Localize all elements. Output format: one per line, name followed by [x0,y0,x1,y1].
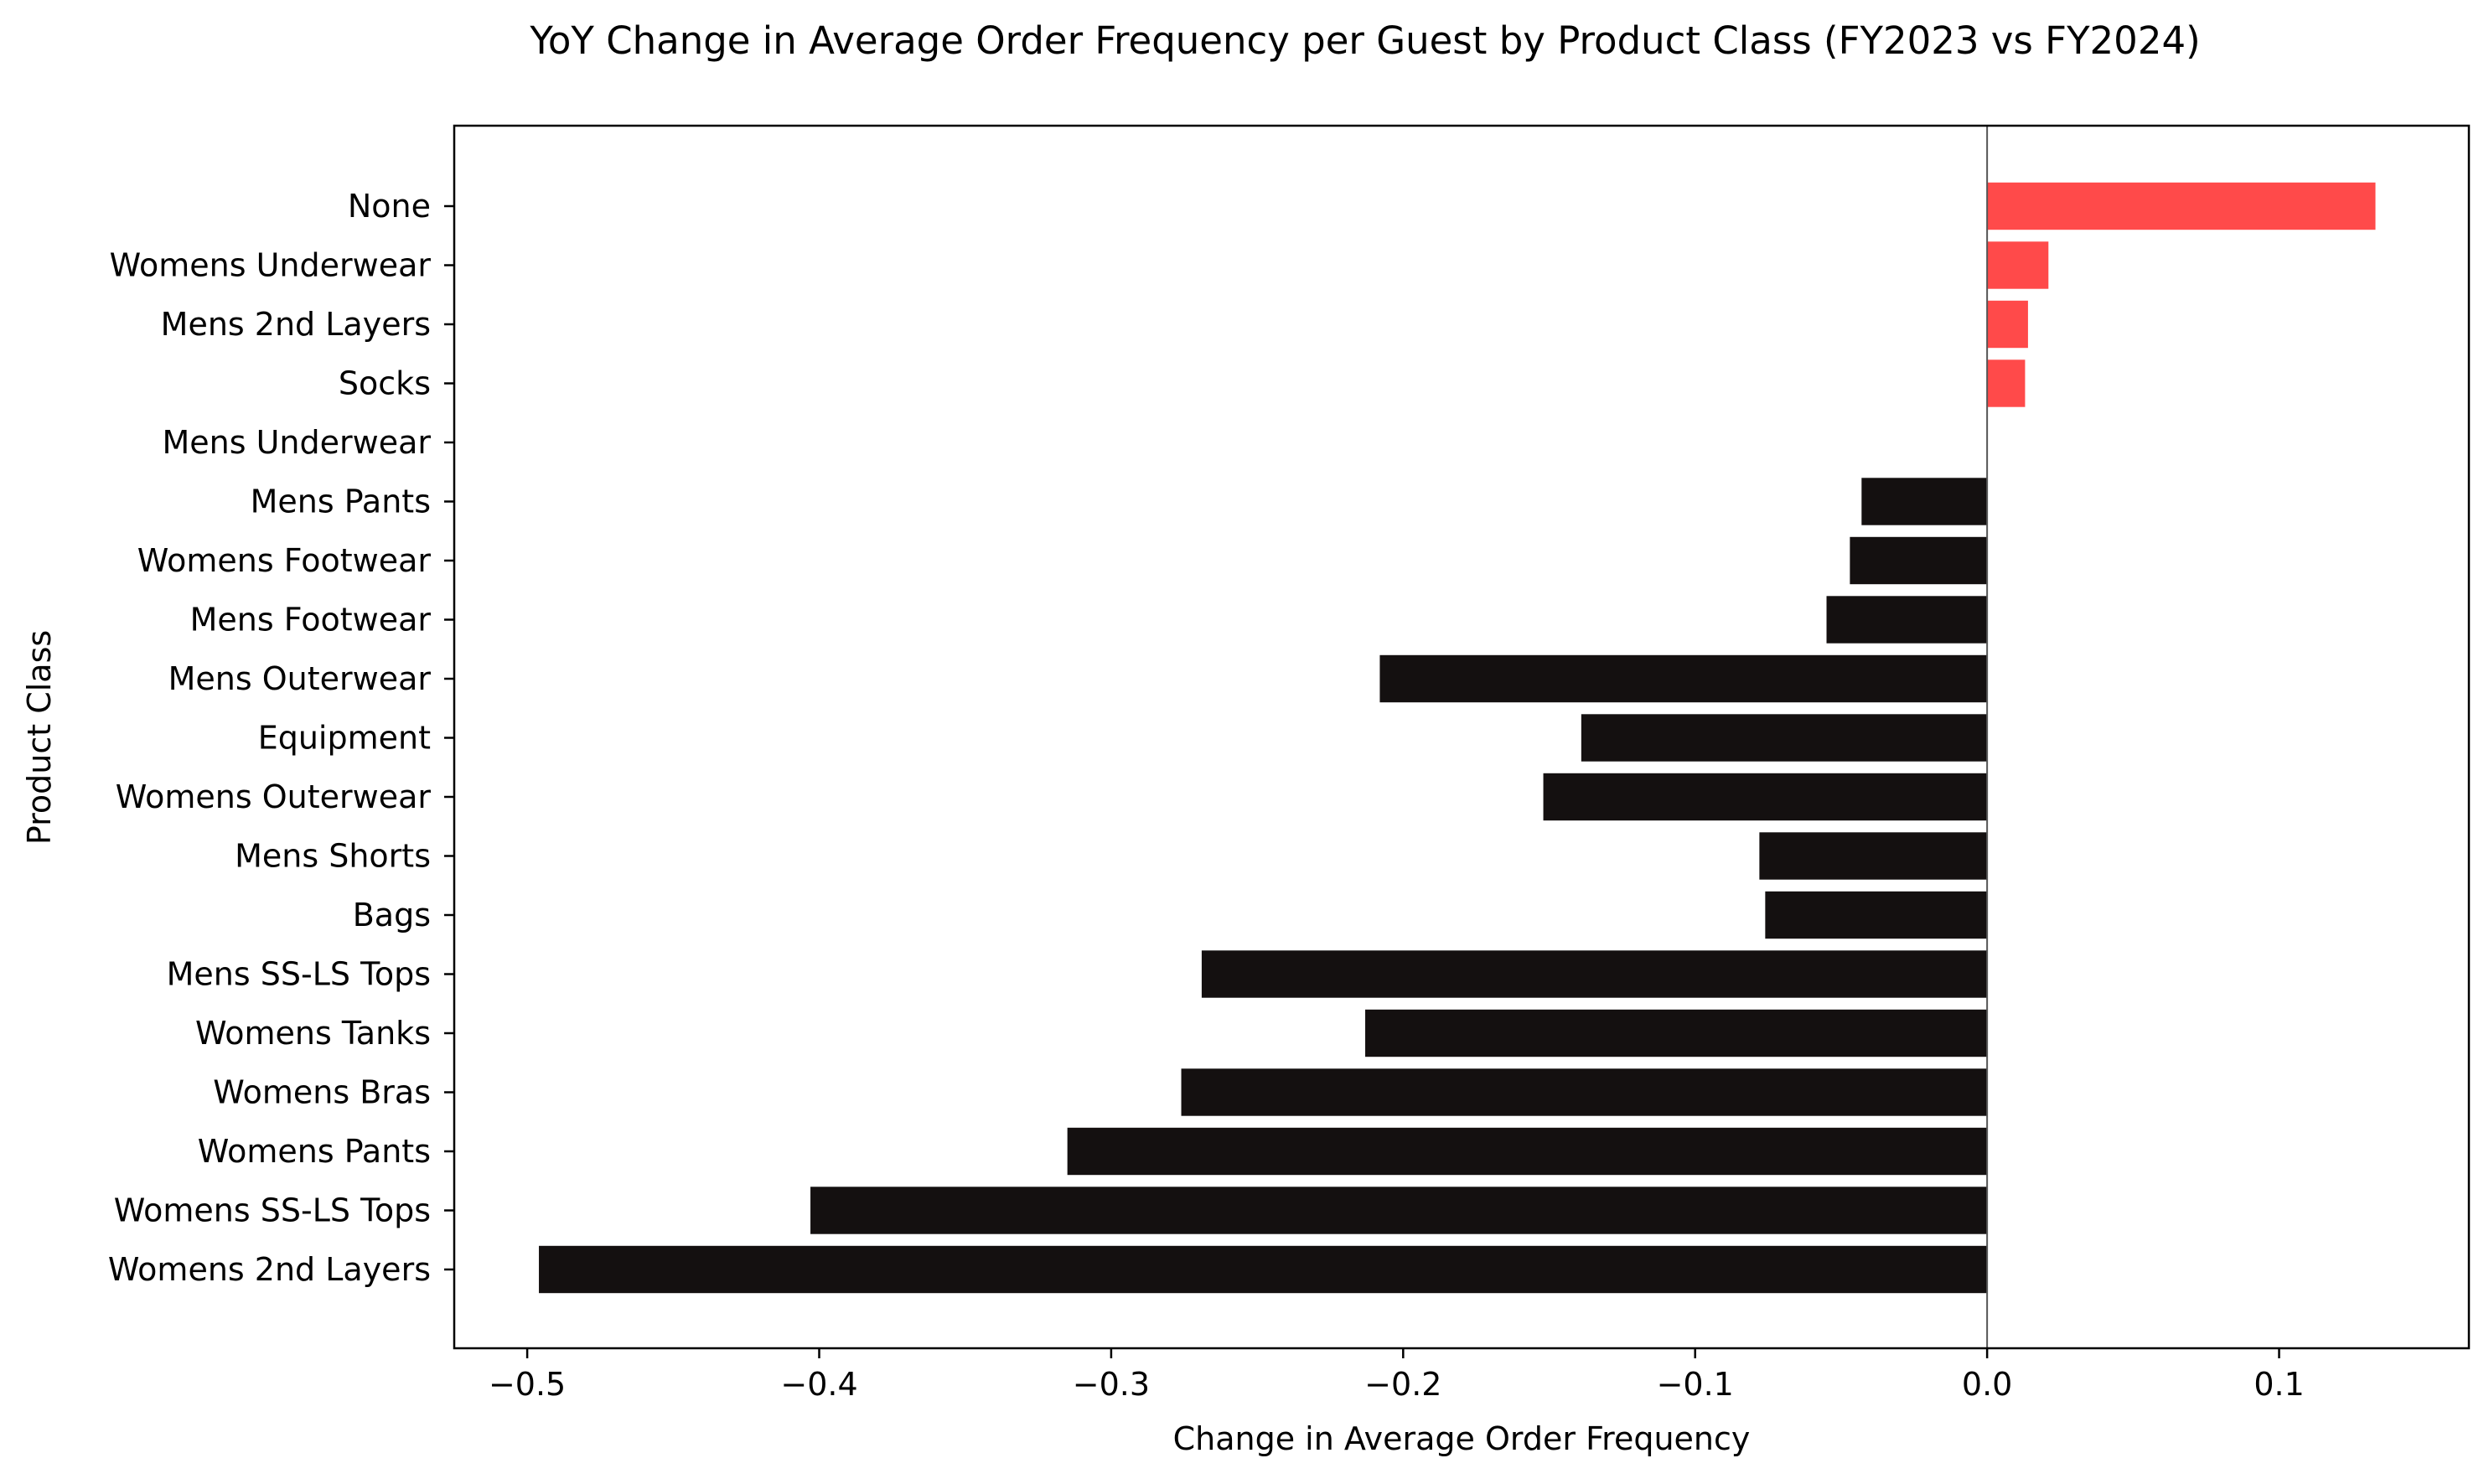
x-tick-label: 0.0 [1962,1366,2012,1403]
bar-mens-ss-ls-tops [1201,950,1988,998]
y-tick-label-none: None [348,188,431,225]
bar-mens-outerwear [1379,654,1988,703]
y-axis: None Womens Underwear Mens 2nd Layers Socks… [108,188,454,1288]
y-tick-label-womens-outerwear: Womens Outerwear [116,778,432,815]
chart-title: YoY Change in Average Order Frequency pe… [529,18,2200,63]
bar-equipment [1581,714,1988,762]
y-tick-label-mens-underwear: Mens Underwear [162,424,431,461]
x-tick-label: −0.1 [1657,1366,1734,1403]
y-tick-label-womens-tanks: Womens Tanks [195,1015,431,1052]
bar-womens-ss-ls-tops [810,1187,1988,1234]
y-axis-label: Product Class [21,630,58,845]
bar-none [1987,182,2376,230]
y-tick-label-mens-footwear: Mens Footwear [190,602,432,639]
x-axis-label: Change in Average Order Frequency [1173,1420,1751,1457]
bar-mens-2nd-layers [1987,300,2028,349]
x-tick-label: 0.1 [2254,1366,2304,1403]
bar-womens-bras [1181,1068,1988,1116]
y-tick-label-womens-pants: Womens Pants [198,1133,431,1170]
plot-area [539,126,2376,1348]
x-tick-label: −0.5 [489,1366,566,1403]
bar-socks [1987,359,2026,407]
y-tick-label-bags: Bags [353,897,431,933]
y-tick-label-mens-pants: Mens Pants [251,483,431,520]
y-tick-label-mens-outerwear: Mens Outerwear [168,660,432,697]
y-tick-label-mens-shorts: Mens Shorts [235,838,431,875]
y-tick-label-socks: Socks [339,365,431,402]
bar-womens-tanks [1365,1009,1988,1057]
bar-womens-2nd-layers [539,1245,1988,1294]
y-tick-label-mens-ss-ls-tops: Mens SS-LS Tops [167,956,431,993]
x-tick-label: −0.3 [1073,1366,1150,1403]
y-tick-label-womens-bras: Womens Bras [213,1074,431,1111]
x-tick-label: −0.4 [780,1366,857,1403]
bar-mens-pants [1861,478,1988,525]
y-tick-label-equipment: Equipment [258,720,431,757]
y-tick-label-womens-ss-ls-tops: Womens SS-LS Tops [114,1192,431,1229]
x-axis: −0.5 −0.4 −0.3 −0.2 −0.1 0.0 0.1 [489,1348,2305,1403]
x-tick-label: −0.2 [1364,1366,1441,1403]
bar-womens-outerwear [1543,773,1988,821]
y-tick-label-womens-footwear: Womens Footwear [137,542,432,579]
y-tick-label-womens-underwear: Womens Underwear [110,247,432,284]
y-tick-label-mens-2nd-layers: Mens 2nd Layers [161,306,431,343]
bar-womens-footwear [1850,536,1988,585]
bar-mens-footwear [1826,596,1988,644]
bar-womens-underwear [1987,241,2049,289]
y-tick-label-womens-2nd-layers: Womens 2nd Layers [108,1251,431,1288]
bar-bags [1765,891,1988,939]
bar-womens-pants [1067,1127,1988,1176]
bar-mens-shorts [1759,832,1988,880]
